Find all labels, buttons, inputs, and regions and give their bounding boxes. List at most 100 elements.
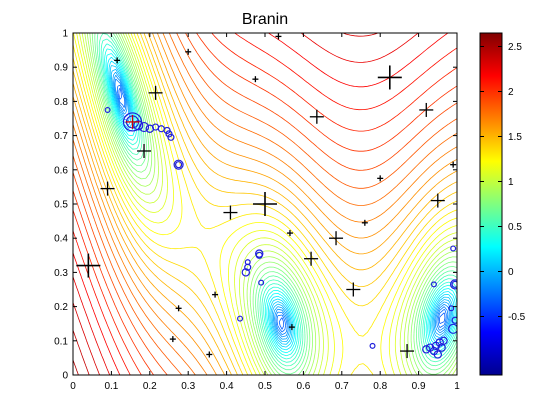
y-tick-label: 0.7 xyxy=(54,131,68,142)
plus-marker xyxy=(309,109,324,124)
plus-marker xyxy=(253,192,277,216)
contour-line xyxy=(94,33,457,375)
colorbar: -0.5 0 0.5 1 1.5 2 2.5 xyxy=(479,32,526,376)
plus-marker xyxy=(137,143,152,158)
plus-marker xyxy=(450,161,457,168)
circle-marker xyxy=(258,279,265,286)
circle-marker xyxy=(173,159,184,170)
x-tick-label: 0.7 xyxy=(335,381,349,392)
circle-marker xyxy=(449,279,457,290)
circle-marker xyxy=(430,281,437,288)
contour-line xyxy=(73,33,457,375)
circle-marker xyxy=(175,161,183,169)
markers xyxy=(76,33,457,359)
plus-marker xyxy=(100,181,115,196)
contour-line xyxy=(73,33,379,375)
plus-marker xyxy=(125,114,140,129)
contour-line xyxy=(73,33,457,375)
circle-marker xyxy=(237,315,244,322)
plus-marker xyxy=(185,48,192,55)
chart-title: Branin xyxy=(242,11,288,28)
circle-marker xyxy=(104,106,111,113)
y-axis: 0 0.1 0.2 0.3 0.4 0.5 0.6 0.7 0.8 0.9 1 xyxy=(54,29,457,382)
plus-marker xyxy=(169,336,176,343)
plus-marker xyxy=(304,251,319,266)
contour-line xyxy=(73,33,457,375)
y-tick-label: 0.2 xyxy=(54,302,68,313)
x-tick-label: 1 xyxy=(454,381,460,392)
x-tick-label: 0.4 xyxy=(220,381,234,392)
circle-marker xyxy=(422,345,431,354)
plus-marker xyxy=(361,219,368,226)
contour-line xyxy=(116,84,447,333)
colorbar-tick-label: -0.5 xyxy=(508,312,526,323)
circle-marker xyxy=(244,259,251,266)
plus-marker xyxy=(286,230,293,237)
contour-line xyxy=(86,33,457,375)
plus-marker xyxy=(346,282,361,297)
contour-line xyxy=(89,33,457,375)
plus-marker xyxy=(114,57,121,64)
contour-line xyxy=(79,33,457,375)
plus-marker xyxy=(252,76,259,83)
contour-line xyxy=(96,33,457,371)
plus-marker xyxy=(377,65,402,90)
circle-marker xyxy=(451,280,457,288)
colorbar-tick-label: 2.5 xyxy=(508,42,522,53)
circle-marker xyxy=(439,336,448,345)
plus-marker xyxy=(419,102,434,117)
x-tick-label: 0.2 xyxy=(143,381,157,392)
plus-marker xyxy=(377,175,384,182)
plus-marker xyxy=(148,85,163,100)
y-tick-label: 1 xyxy=(62,29,68,40)
x-tick-label: 0.5 xyxy=(258,381,272,392)
plus-marker xyxy=(76,253,101,278)
contour-line xyxy=(114,78,449,335)
colorbar-tick-label: 2 xyxy=(508,87,514,98)
circle-marker xyxy=(133,120,144,131)
contour-line xyxy=(73,33,457,375)
contour-line xyxy=(118,88,446,330)
contour-line xyxy=(73,33,457,375)
circle-marker xyxy=(241,268,250,277)
contour-line xyxy=(73,33,449,375)
plus-marker xyxy=(400,344,415,359)
circle-marker xyxy=(433,350,442,359)
contour-line xyxy=(73,33,457,375)
x-tick-label: 0 xyxy=(70,381,76,392)
contour-line xyxy=(98,33,457,367)
colorbar-tick-label: 0 xyxy=(508,267,514,278)
circle-marker xyxy=(255,249,264,258)
colorbar-tick-label: 1 xyxy=(508,177,514,188)
plus-marker xyxy=(288,324,295,331)
contour-line xyxy=(105,53,457,354)
plus-marker xyxy=(175,305,182,312)
colorbar-ticks: -0.5 0 0.5 1 1.5 2 2.5 xyxy=(480,42,526,323)
contour-line xyxy=(73,329,90,375)
contour-line xyxy=(73,33,419,375)
circle-marker xyxy=(448,323,457,334)
y-tick-label: 0 xyxy=(62,371,68,382)
y-tick-label: 0.6 xyxy=(54,165,68,176)
contour-line xyxy=(73,33,457,375)
contour-line xyxy=(73,33,457,375)
contour-line xyxy=(73,33,457,375)
plus-marker xyxy=(212,291,219,298)
y-tick-label: 0.8 xyxy=(54,97,68,108)
colorbar-gradient xyxy=(479,32,503,376)
circle-marker xyxy=(448,305,455,312)
plot-area: 0 0.1 0.2 0.3 0.4 0.5 0.6 0.7 0.8 0.9 1 0 0.1 0.2 0.3… xyxy=(54,29,460,393)
x-tick-label: 0.3 xyxy=(181,381,195,392)
contour-line xyxy=(73,359,79,375)
circle-marker xyxy=(369,342,376,349)
plus-marker xyxy=(206,351,213,358)
y-tick-label: 0.3 xyxy=(54,268,68,279)
x-tick-label: 0.9 xyxy=(412,381,426,392)
y-tick-label: 0.5 xyxy=(54,200,68,211)
contour-line xyxy=(113,74,450,338)
contour-line xyxy=(107,56,456,351)
circle-marker xyxy=(450,245,457,252)
plus-marker xyxy=(329,231,344,246)
x-tick-label: 0.6 xyxy=(296,381,310,392)
contour-line xyxy=(73,33,457,375)
